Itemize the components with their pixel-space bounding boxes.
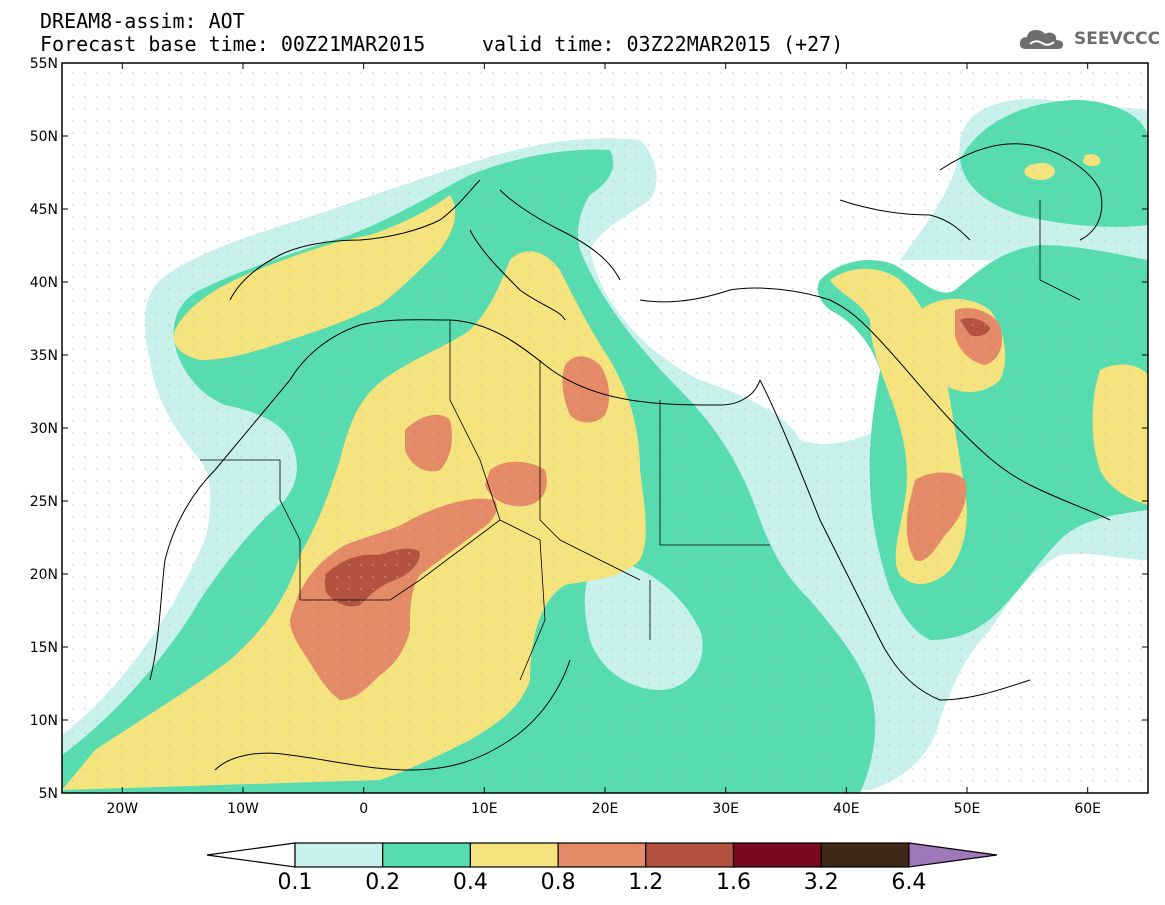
lat-label: 10N [30,713,58,729]
lat-label: 55N [30,56,58,72]
forecast-base-time: Forecast base time: 00Z21MAR2015 [40,32,426,56]
latitude-axis: 55N 50N 45N 40N 35N 30N 25N 20N 15N 10N 5N [30,56,1148,802]
coastlines [149,143,1111,771]
dust-aot-field [62,63,1148,793]
colorbar-label: 0.4 [453,870,488,895]
lat-label: 45N [30,202,58,218]
longitude-axis: 20W 10W 0 10E 20E 30E 40E 50E 60E [106,63,1101,817]
lon-label: 60E [1074,801,1101,817]
lon-label: 20W [106,801,138,817]
colorbar-segment [732,842,822,868]
lat-label: 30N [30,421,58,437]
colorbar-label: 0.8 [541,870,576,895]
colorbar-segment [382,842,472,868]
lon-label: 0 [359,801,368,817]
colorbar-segment [557,842,647,868]
colorbar-label: 1.2 [628,870,663,895]
colorbar-label: 0.1 [278,870,313,895]
colorbar-lower-extension [206,842,296,868]
colorbar: 0.1 0.2 0.4 0.8 1.2 1.6 3.2 6.4 [206,842,997,895]
colorbar-segment [294,842,384,868]
colorbar-segment [469,842,559,868]
lat-label: 35N [30,348,58,364]
lon-label: 30E [712,801,739,817]
lon-label: 40E [833,801,860,817]
colorbar-segment [645,842,735,868]
lon-label: 10W [227,801,259,817]
lat-label: 25N [30,494,58,510]
colorbar-label: 6.4 [891,870,926,895]
lat-label: 15N [30,640,58,656]
colorbar-label: 0.2 [365,870,400,895]
lon-label: 10E [471,801,498,817]
cloud-icon [1019,30,1063,49]
lon-label: 50E [954,801,981,817]
colorbar-label: 3.2 [804,870,839,895]
seevccc-logo: SEEVCCC [1018,24,1160,54]
colorbar-segment [820,842,910,868]
colorbar-label: 1.6 [716,870,751,895]
logo-text: SEEVCCC [1074,29,1161,49]
lat-label: 20N [30,567,58,583]
valid-time: valid time: 03Z22MAR2015 (+27) [482,32,844,56]
colorbar-upper-extension [908,842,997,868]
chart-title: DREAM8-assim: AOT [40,9,245,33]
lat-label: 50N [30,129,58,145]
lat-label: 40N [30,275,58,291]
borders [200,200,1081,681]
lat-label: 5N [39,786,58,802]
lon-label: 20E [592,801,619,817]
